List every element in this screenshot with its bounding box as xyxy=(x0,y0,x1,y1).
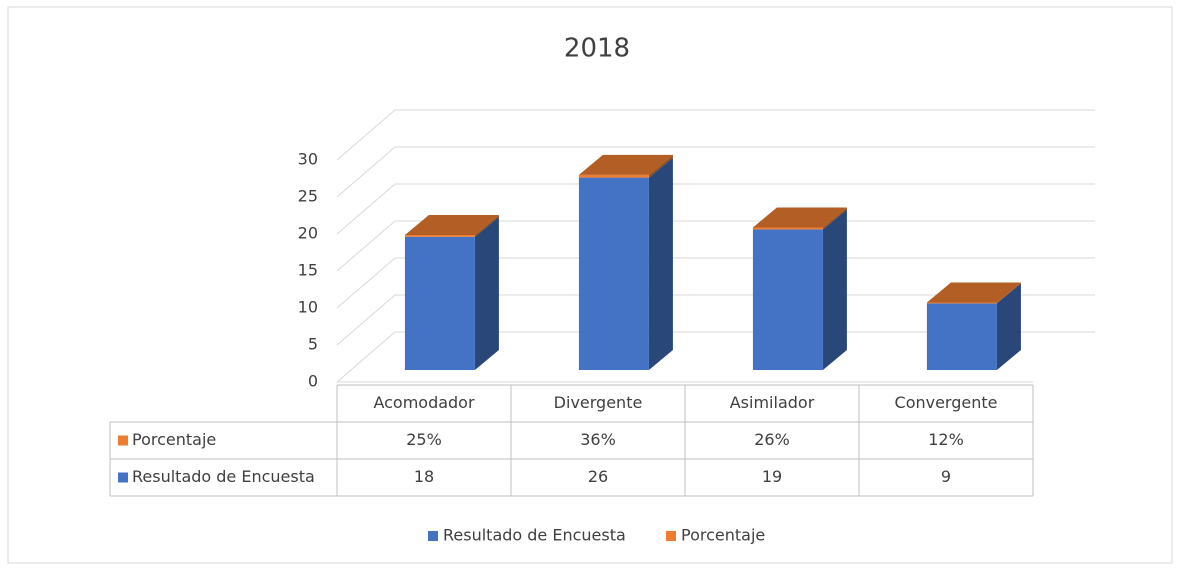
bar xyxy=(926,282,1021,304)
legend-key xyxy=(666,531,676,541)
table-cell: 9 xyxy=(941,467,951,486)
bar-top xyxy=(926,282,1021,303)
bar-front xyxy=(752,229,823,370)
bar-front xyxy=(926,302,997,304)
bar xyxy=(578,157,673,370)
bar-side xyxy=(822,207,847,230)
bar xyxy=(752,209,847,370)
y-tick-label: 30 xyxy=(298,150,318,169)
y-tick-label: 5 xyxy=(308,335,318,354)
bar-front xyxy=(752,227,823,230)
table-row-label: Porcentaje xyxy=(132,430,216,449)
legend-key xyxy=(428,531,438,541)
table-legend-key xyxy=(118,435,128,446)
legend-label: Porcentaje xyxy=(681,526,765,545)
table-cell: 36% xyxy=(580,430,616,449)
x-tick-label: Acomodador xyxy=(373,393,475,412)
y-tick-label: 0 xyxy=(308,372,318,391)
table-cell: 12% xyxy=(928,430,964,449)
bar xyxy=(926,283,1021,370)
bar xyxy=(752,207,847,230)
table-cell: 25% xyxy=(406,430,442,449)
x-tick-label: Divergente xyxy=(554,393,643,412)
bar-side xyxy=(474,214,499,237)
table-cell: 26 xyxy=(588,467,608,486)
table-row-label: Resultado de Encuesta xyxy=(132,467,315,486)
bar-top xyxy=(404,214,499,235)
legend-label: Resultado de Encuesta xyxy=(443,526,626,545)
grid-line xyxy=(336,331,1095,383)
x-tick-label: Convergente xyxy=(895,393,998,412)
bar-front xyxy=(404,236,475,370)
x-tick-label: Asimilador xyxy=(730,393,815,412)
table-legend-key xyxy=(118,472,128,483)
grid-line xyxy=(336,183,1095,235)
table-cell: 26% xyxy=(754,430,790,449)
table-cell: 19 xyxy=(762,467,782,486)
bar-side xyxy=(822,209,847,370)
bar xyxy=(578,154,673,178)
bar-side xyxy=(996,283,1021,370)
bar xyxy=(404,214,499,237)
bar-front xyxy=(578,177,649,370)
bar xyxy=(404,216,499,370)
bar-front xyxy=(926,303,997,370)
bar-front xyxy=(404,234,475,237)
grid-line xyxy=(336,220,1095,272)
bar-side xyxy=(648,157,673,370)
y-tick-label: 15 xyxy=(298,261,318,280)
chart-title: 2018 xyxy=(564,34,630,64)
bar-top xyxy=(752,207,847,228)
bar-side xyxy=(648,154,673,178)
bar-side xyxy=(474,216,499,370)
grid-line xyxy=(336,146,1095,198)
bar-top xyxy=(578,154,673,175)
bar-side xyxy=(996,282,1021,304)
grid-line xyxy=(336,257,1095,309)
y-tick-label: 10 xyxy=(298,298,318,317)
grid-line xyxy=(336,294,1095,346)
bar-front xyxy=(578,174,649,178)
y-tick-label: 20 xyxy=(298,224,318,243)
table-cell: 18 xyxy=(414,467,434,486)
y-tick-label: 25 xyxy=(298,187,318,206)
grid-line xyxy=(336,109,1095,161)
